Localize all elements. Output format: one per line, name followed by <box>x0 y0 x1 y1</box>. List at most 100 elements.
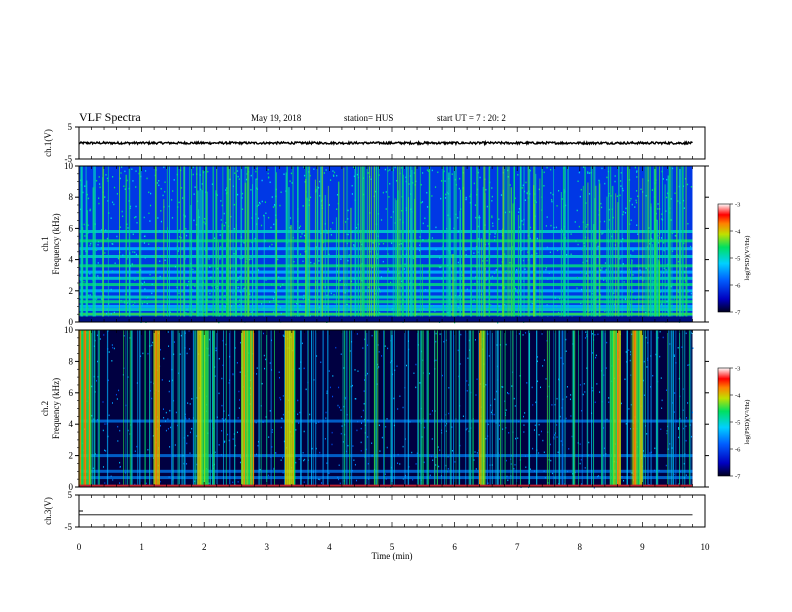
speckle <box>270 226 272 229</box>
speckle <box>117 257 120 260</box>
speckle <box>328 204 331 206</box>
speckle <box>100 229 103 231</box>
speckle <box>273 203 276 206</box>
speckle <box>651 237 653 240</box>
speckle <box>399 463 401 465</box>
speckle <box>178 292 180 295</box>
speckle <box>303 367 305 370</box>
speckle <box>160 314 162 316</box>
speckle <box>256 373 258 375</box>
speckle <box>690 435 692 438</box>
speckle <box>687 290 689 293</box>
speckle <box>689 245 692 248</box>
speckle <box>193 270 196 273</box>
speckle <box>633 240 635 242</box>
speckle <box>166 231 168 233</box>
speckle <box>355 479 357 482</box>
speckle <box>435 359 437 362</box>
speckle <box>275 452 277 454</box>
speckle <box>133 216 136 219</box>
speckle <box>120 166 123 168</box>
speckle <box>524 268 526 270</box>
speckle <box>280 417 282 420</box>
speckle <box>424 217 426 220</box>
speckle <box>297 413 299 416</box>
speckle <box>119 461 121 464</box>
speckle <box>126 302 128 304</box>
speckle <box>216 272 218 274</box>
speckle <box>685 425 687 427</box>
speckle <box>645 311 647 314</box>
speckle <box>597 256 600 258</box>
speckle <box>271 431 273 433</box>
speckle <box>587 171 589 173</box>
speckle <box>243 242 245 244</box>
speckle <box>124 301 126 304</box>
speckle <box>570 233 572 235</box>
speckle <box>588 172 591 174</box>
speckle <box>542 365 544 367</box>
speckle <box>457 306 460 309</box>
speckle <box>466 390 468 392</box>
speckle <box>110 217 112 219</box>
speckle <box>549 443 551 446</box>
speckle <box>474 282 476 285</box>
speckle <box>340 258 342 260</box>
speckle <box>239 275 241 278</box>
speckle <box>435 340 437 343</box>
speckle <box>486 259 488 262</box>
speckle <box>389 169 391 171</box>
speckle <box>164 191 166 193</box>
speckle <box>402 445 404 448</box>
speckle <box>382 260 384 263</box>
speckle <box>522 415 524 418</box>
speckle <box>473 182 475 185</box>
speckle <box>444 180 446 182</box>
speckle <box>89 244 91 247</box>
ch1-waveform-ylabel: ch.1(V) <box>43 129 53 157</box>
speckle <box>239 290 241 292</box>
speckle <box>378 366 380 368</box>
speckle <box>388 270 391 273</box>
speckle <box>601 233 603 235</box>
speckle <box>313 296 316 298</box>
speckle <box>131 264 134 266</box>
speckle <box>604 277 606 279</box>
speckle <box>384 168 386 171</box>
speckle <box>236 170 239 172</box>
speckle <box>233 253 235 255</box>
speckle <box>219 258 221 260</box>
speckle <box>220 200 222 202</box>
speckle <box>171 217 174 219</box>
speckle <box>135 216 137 218</box>
speckle <box>400 242 402 245</box>
speckle <box>114 262 116 264</box>
speckle <box>424 289 427 291</box>
speckle <box>333 307 335 310</box>
speckle <box>147 352 149 355</box>
speckle <box>225 189 227 191</box>
speckle <box>134 483 136 486</box>
speckle <box>258 204 260 206</box>
speckle <box>441 277 443 280</box>
speckle <box>595 356 597 359</box>
speckle <box>646 433 648 435</box>
speckle <box>494 239 496 241</box>
speckle <box>332 170 334 172</box>
speckle <box>238 407 240 409</box>
speckle <box>334 301 336 304</box>
speckle <box>282 413 284 416</box>
speckle <box>487 423 489 426</box>
speckle <box>687 364 689 366</box>
speckle <box>319 451 321 454</box>
speckle <box>628 408 630 410</box>
speckle <box>326 392 328 394</box>
speckle <box>188 330 190 332</box>
speckle <box>671 250 674 253</box>
speckle <box>645 336 647 339</box>
speckle <box>293 260 295 263</box>
speckle <box>159 480 161 483</box>
speckle <box>364 379 366 381</box>
speckle <box>361 422 363 424</box>
speckle <box>454 461 456 463</box>
